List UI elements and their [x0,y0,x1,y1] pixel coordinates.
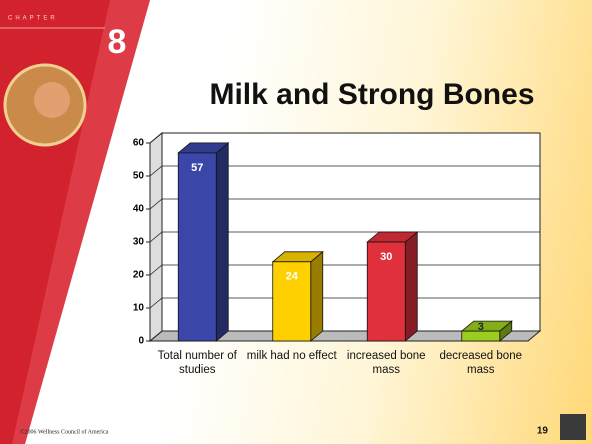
x-tick-label: increased bone mass [346,350,426,376]
y-tick-label: 30 [133,237,145,248]
copyright: ©2006 Wellness Council of America [20,428,109,435]
y-tick-label: 10 [133,303,145,314]
chart-title: Milk and Strong Bones [209,78,534,111]
side-band-stripe [12,0,150,444]
bar-side [404,231,418,342]
chapter-icon-face [34,82,70,118]
y-tick-label: 20 [133,270,145,281]
x-tick-label: Total number of studies [157,350,237,376]
y-tick-label: 60 [133,138,145,149]
grid-line [149,198,540,210]
y-tick-label: 40 [133,204,145,215]
logo-icon [560,414,586,440]
y-tick-label: 0 [138,336,144,347]
bar-side [215,142,229,342]
bar [461,330,501,342]
page-number: 19 [537,426,549,437]
bar [177,152,217,342]
chapter-number: 8 [108,23,127,61]
data-label: 57 [191,162,203,174]
chapter-label: CHAPTER [8,16,58,22]
grid-line [149,132,540,144]
data-label: 3 [478,321,484,333]
bar-side [310,250,324,342]
x-tick-label: decreased bone mass [439,350,522,376]
data-label: 30 [380,251,392,263]
bar [272,261,312,342]
x-tick-label: milk had no effect [246,350,337,362]
grid-line [149,165,540,177]
data-label: 24 [286,271,299,283]
y-tick-label: 50 [133,171,145,182]
bar [366,241,406,342]
